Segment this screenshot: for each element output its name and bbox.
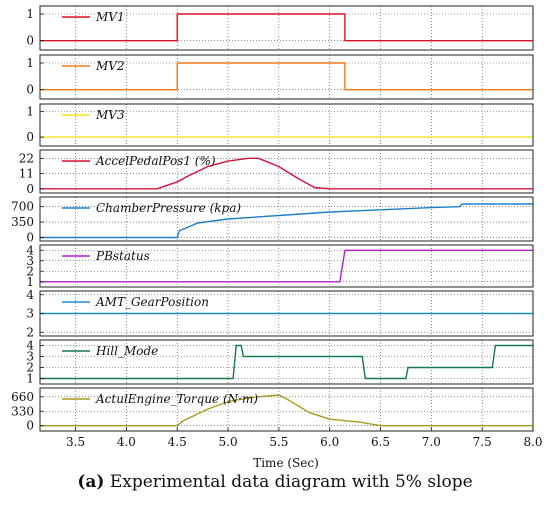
y-tick-label: 0: [26, 419, 34, 433]
panel-background: [40, 104, 533, 146]
x-tick-label: 6.5: [371, 435, 390, 449]
x-tick-label: 3.5: [66, 435, 85, 449]
x-tick-label: 5.5: [269, 435, 288, 449]
series-line: [40, 344, 533, 380]
y-tick-label: 22: [19, 151, 34, 165]
y-tick-label: 0: [26, 130, 34, 144]
legend-label: MV1: [95, 10, 125, 24]
panel-background: [40, 197, 533, 241]
y-tick-label: 0: [26, 182, 34, 196]
panel-3: 0 1 MV3: [26, 103, 534, 147]
legend-label: MV3: [95, 108, 125, 122]
y-tick-label: 660: [11, 390, 34, 404]
y-tick-label: 0: [26, 230, 34, 244]
y-tick-label: 11: [19, 167, 34, 181]
panel-frame: [39, 54, 534, 100]
legend-label: ChamberPressure (kpa): [96, 201, 241, 215]
figure-caption: (a) Experimental data diagram with 5% sl…: [0, 472, 550, 492]
y-tick-label: 3: [26, 350, 34, 364]
x-tick-label: 7.5: [473, 435, 492, 449]
legend-label: PBstatus: [95, 249, 150, 263]
y-tick-label: 4: [26, 288, 34, 302]
panel-2: 0 1 MV2: [26, 54, 534, 100]
series-line: [40, 157, 533, 190]
legend-label: ActulEngine_Torque (N·m): [95, 392, 258, 406]
x-tick-label: 8.0: [523, 435, 542, 449]
caption-text: Experimental data diagram with 5% slope: [104, 472, 473, 492]
y-tick-label: 2: [26, 264, 34, 278]
series-line: [40, 62, 533, 91]
x-tick-label: 4.0: [117, 435, 136, 449]
panel-background: [40, 245, 533, 287]
panel-frame: [39, 5, 534, 51]
panel-frame: [39, 339, 534, 385]
y-tick-label: 3: [26, 254, 34, 268]
y-tick-label: 1: [26, 105, 34, 119]
legend-label: MV2: [95, 59, 125, 73]
caption-label: (a): [77, 472, 105, 492]
series-line: [40, 203, 533, 239]
panel-frame: [39, 290, 534, 337]
y-tick-label: 4: [26, 339, 34, 353]
y-tick-label: 2: [26, 361, 34, 375]
x-tick-label: 5.0: [219, 435, 238, 449]
panel-background: [40, 388, 533, 431]
legend-label: AccelPedalPos1 (%): [95, 154, 216, 168]
y-tick-label: 1: [26, 7, 34, 21]
y-tick-label: 4: [26, 243, 34, 257]
x-tick-label: 7.0: [422, 435, 441, 449]
x-axis-label: Time (Sec): [253, 456, 319, 470]
panel-frame: [39, 387, 534, 432]
series-line: [40, 249, 533, 283]
series-line: [40, 394, 533, 427]
panel-background: [40, 340, 533, 384]
panel-frame: [39, 196, 534, 242]
y-tick-label: 0: [26, 83, 34, 97]
panel-frame: [39, 149, 534, 194]
y-tick-label: 2: [26, 325, 34, 339]
x-tick-label: 4.5: [168, 435, 187, 449]
panel-frame: [39, 103, 534, 147]
series-line: [40, 13, 533, 42]
panel-frame: [39, 244, 534, 288]
x-tick-label: 6.0: [320, 435, 339, 449]
panel-4: 011 22 AccelPedalPos1 (%): [19, 149, 534, 196]
y-tick-label: 700: [11, 200, 34, 214]
y-tick-label: 330: [11, 404, 34, 418]
panel-7: 2 3 4 AMT_GearPosition: [26, 288, 534, 339]
y-tick-label: 1: [26, 56, 34, 70]
y-tick-label: 350: [11, 215, 34, 229]
y-tick-label: 3: [26, 307, 34, 321]
legend-label: AMT_GearPosition: [95, 295, 209, 309]
panel-1: 0 1 MV1: [26, 5, 534, 51]
y-tick-label: 1: [26, 372, 34, 386]
x-axis: 3.5 4.0 4.5 5.0 5.5 6.0 6.5 7.0 7.5 8.0: [66, 427, 543, 449]
legend-label: Hill_Mode: [95, 344, 158, 358]
y-tick-label: 1: [26, 275, 34, 289]
y-tick-label: 0: [26, 34, 34, 48]
